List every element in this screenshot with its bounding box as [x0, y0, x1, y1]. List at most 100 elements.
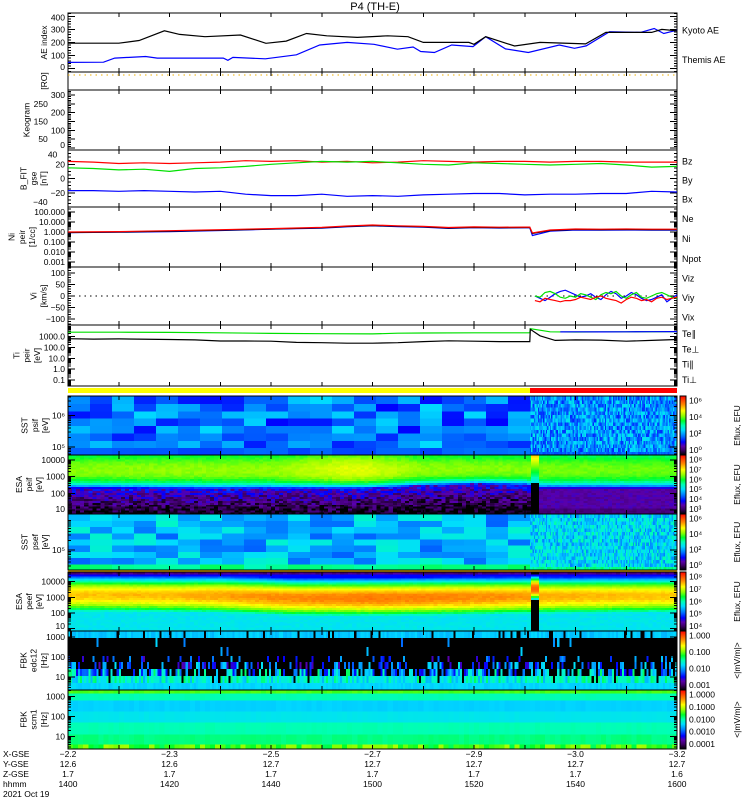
- spectrogram-cell: [576, 429, 579, 434]
- spectrogram-cell: [309, 410, 333, 419]
- spectrogram-cell: [560, 396, 563, 401]
- spectrogram-cell: [650, 436, 653, 441]
- spectrogram-cell: [604, 410, 607, 416]
- spectrogram-cell: [666, 451, 669, 456]
- spectrogram-cell: [571, 432, 574, 438]
- spectrogram-cell: [533, 410, 536, 416]
- spectrogram-cell: [640, 425, 643, 430]
- spectrogram-cell: [650, 396, 653, 401]
- spectrogram-cell: [586, 396, 588, 401]
- y-axis-label: Ti: [11, 352, 21, 359]
- spectrogram-cell: [672, 440, 675, 445]
- spectrogram-cell: [655, 399, 658, 404]
- spectrogram-cell: [654, 414, 657, 419]
- spectrogram-cell: [616, 403, 619, 408]
- spectrogram-cell: [579, 432, 582, 438]
- spectrogram-cell: [243, 447, 267, 456]
- spectrogram-cell: [638, 421, 641, 427]
- spectrogram-cell: [553, 410, 556, 416]
- spectrogram-cell: [548, 418, 551, 423]
- spectrogram-cell: [599, 443, 602, 449]
- plot-title: P4 (TH-E): [350, 1, 400, 13]
- spectrogram-cell: [624, 429, 627, 434]
- spectrogram-cell: [634, 407, 637, 412]
- spectrogram-cell: [463, 440, 487, 449]
- spectrogram-cell: [599, 432, 602, 438]
- spectrogram-cell: [572, 410, 575, 416]
- panel-frame: [67, 89, 678, 151]
- spectrogram-cell: [644, 414, 647, 419]
- spectrogram-cell: [583, 407, 586, 412]
- spectrogram-cell: [463, 396, 487, 404]
- spectrogram-cell: [664, 418, 667, 423]
- spectrogram-cell: [555, 429, 558, 434]
- spectrogram-cell: [533, 403, 536, 408]
- spectrogram-cell: [632, 451, 635, 456]
- spectrogram-cell: [537, 443, 540, 449]
- spectrogram-cell: [177, 396, 201, 404]
- spectrogram-cell: [577, 451, 580, 456]
- spectrogram-cell: [557, 429, 560, 434]
- spectrogram-cell: [607, 429, 610, 434]
- spectrogram-cell: [560, 443, 563, 449]
- spectrogram-cell: [660, 407, 663, 412]
- spectrogram-cell: [631, 432, 634, 438]
- spectrogram-cell: [567, 425, 570, 430]
- spectrogram-cell: [666, 410, 669, 416]
- spectrogram-cell: [541, 414, 544, 419]
- spectrogram-cell: [561, 436, 564, 441]
- spectrogram-cell: [616, 440, 619, 445]
- spectrogram-cell: [643, 436, 646, 441]
- spectrogram-cell: [309, 418, 333, 427]
- spectrogram-cell: [548, 429, 551, 434]
- spectrogram-cell: [577, 447, 580, 452]
- spectrogram-cell: [539, 432, 542, 438]
- spectrogram-cell: [614, 440, 617, 445]
- spectrogram-cell: [353, 425, 377, 434]
- spectrogram-cell: [643, 432, 646, 438]
- spectrogram-cell: [651, 403, 654, 408]
- spectrogram-cell: [634, 396, 637, 401]
- spectrogram-cell: [606, 403, 609, 408]
- spectrogram-cell: [664, 429, 667, 434]
- spectrogram-cell: [68, 496, 73, 499]
- spectrogram-cell: [576, 403, 579, 408]
- spectrogram-cell: [576, 396, 579, 401]
- spectrogram-cell: [564, 396, 567, 401]
- spectrogram-cell: [638, 440, 641, 445]
- spectrogram-cell: [221, 425, 245, 434]
- spectrogram-cell: [600, 410, 603, 416]
- spectrogram-cell: [667, 396, 670, 401]
- spectrogram-cell: [624, 425, 627, 430]
- spectrogram-cell: [647, 414, 650, 419]
- spectrogram-cell: [561, 447, 564, 452]
- spectrogram-cell: [647, 443, 650, 449]
- spectrogram-cell: [544, 447, 547, 452]
- spectrogram-cell: [551, 436, 554, 441]
- spectrogram-cell: [630, 407, 633, 412]
- spectrogram-cell: [674, 440, 677, 445]
- spectrogram-cell: [575, 421, 578, 427]
- spectrogram-cell: [577, 440, 580, 445]
- spectrogram-cell: [650, 440, 653, 445]
- spectrogram-cell: [598, 399, 600, 404]
- spectrogram-cell: [541, 447, 544, 452]
- spectrogram-cell: [651, 451, 654, 456]
- spectrogram-cell: [612, 407, 615, 412]
- spectrogram-cell: [636, 447, 639, 452]
- spectrogram-cell: [664, 396, 667, 401]
- spectrogram-cell: [485, 447, 509, 456]
- spectrogram-cell: [612, 443, 615, 449]
- spectrogram-cell: [573, 436, 576, 441]
- spectrogram-cell: [592, 403, 595, 408]
- spectrogram-cell: [579, 429, 582, 434]
- spectrogram-cell: [265, 403, 289, 412]
- spectrogram-cell: [564, 447, 567, 452]
- spectrogram-cell: [565, 429, 568, 434]
- spectrogram-cell: [588, 410, 591, 416]
- spectrogram-cell: [670, 418, 673, 423]
- spectrogram-cell: [571, 443, 574, 449]
- spectrogram-cell: [582, 425, 584, 430]
- spectrogram-cell: [543, 399, 546, 404]
- spectrogram-cell: [635, 436, 638, 441]
